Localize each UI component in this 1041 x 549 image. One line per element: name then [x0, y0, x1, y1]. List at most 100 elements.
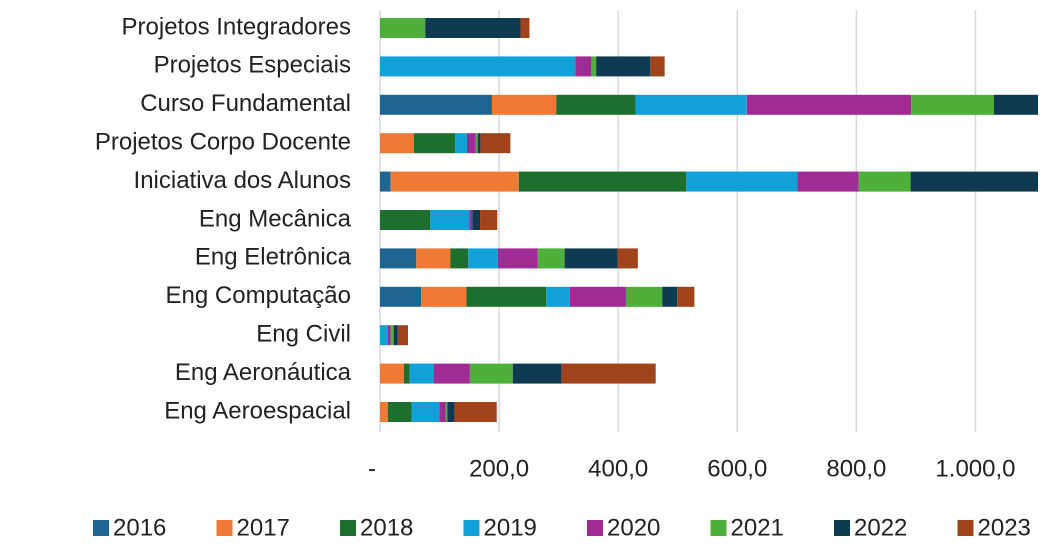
bar-segment [686, 171, 798, 192]
x-tick-label: 800,0 [826, 455, 886, 482]
bar-segment [564, 248, 618, 269]
bars [380, 18, 1038, 422]
bar-segment [468, 248, 498, 269]
bar-segment [472, 210, 481, 230]
bar-segment [380, 210, 431, 230]
bar-segment [380, 402, 388, 422]
bar-segment [421, 286, 467, 307]
bar-segment [450, 248, 469, 269]
bar-segment [477, 133, 481, 154]
bar-segment [380, 248, 417, 269]
x-tick-label: 400,0 [588, 455, 648, 482]
bar-segment [993, 94, 1038, 115]
bar-segment [447, 402, 455, 422]
bar-segment [556, 94, 636, 115]
bar-segment [397, 325, 408, 346]
legend-label: 2016 [113, 514, 166, 541]
bar-segment [617, 248, 638, 269]
bar-segment [466, 286, 547, 307]
category-label: Curso Fundamental [140, 90, 351, 117]
legend-swatch [93, 520, 109, 536]
category-label: Iniciativa dos Alunos [134, 167, 351, 194]
bar-segment [430, 210, 470, 230]
bar-segment [596, 56, 651, 77]
bar-segment [413, 133, 456, 154]
bar-segment [380, 363, 404, 384]
bar-segment [409, 363, 434, 384]
legend-label: 2018 [360, 514, 413, 541]
bar-segment [380, 133, 414, 154]
legend-swatch [216, 520, 233, 536]
legend-swatch [957, 520, 974, 536]
legend-swatch [710, 520, 727, 536]
legend-label: 2022 [854, 514, 907, 541]
legend-label: 2020 [607, 514, 660, 541]
bar-segment [380, 56, 576, 77]
bar-segment [380, 325, 388, 346]
bar-segment [469, 363, 513, 384]
bar-segment [445, 402, 448, 422]
bar-segment [380, 18, 426, 38]
bar-segment [475, 133, 478, 154]
category-label: Projetos Corpo Docente [95, 129, 351, 156]
bar-segment [455, 133, 467, 154]
bar-segment [569, 286, 626, 307]
bar-segment [411, 402, 440, 422]
category-label: Eng Mecânica [199, 205, 352, 232]
bar-segment [910, 171, 1038, 192]
category-label: Projetos Integradores [122, 13, 351, 40]
legend-label: 2021 [731, 514, 784, 541]
bar-segment [746, 94, 912, 115]
bar-segment [635, 94, 747, 115]
bar-segment [387, 402, 412, 422]
bar-segment [518, 171, 687, 192]
bar-segment [520, 18, 530, 38]
legend-label: 2017 [237, 514, 290, 541]
bar-segment [380, 286, 422, 307]
category-label: Eng Eletrônica [195, 244, 352, 271]
bar-segment [480, 210, 498, 230]
x-tick-label: 200,0 [469, 455, 529, 482]
bar-segment [387, 325, 391, 346]
category-label: Eng Civil [256, 321, 351, 348]
bar-segment [537, 248, 565, 269]
bar-segment [469, 210, 473, 230]
bar-segment [390, 325, 394, 346]
bar-segment [497, 248, 538, 269]
bar-segment [393, 325, 398, 346]
category-label: Eng Computação [166, 282, 351, 309]
bar-segment [546, 286, 570, 307]
bar-segment [591, 56, 597, 77]
bar-segment [858, 171, 911, 192]
category-label: Eng Aeroespacial [164, 397, 351, 424]
bar-segment [650, 56, 665, 77]
legend-swatch [463, 520, 480, 536]
bar-segment [403, 363, 410, 384]
grid [379, 10, 977, 432]
bar-segment [390, 171, 519, 192]
labels: - 200,0 400,0 600,0 800,0 1.000,0 Projetos Int… [93, 13, 1031, 541]
legend-label: 2019 [484, 514, 537, 541]
bar-segment [466, 133, 476, 154]
bar-segment [425, 18, 521, 38]
legend-swatch [340, 520, 356, 536]
x-tick-label: - [368, 455, 376, 482]
bar-segment [512, 363, 562, 384]
bar-segment [380, 94, 492, 115]
legend-label: 2023 [978, 514, 1031, 541]
bar-segment [677, 286, 695, 307]
legend-swatch [587, 520, 603, 536]
bar-segment [480, 133, 511, 154]
bar-segment [625, 286, 663, 307]
bar-segment [491, 94, 557, 115]
bar-segment [439, 402, 446, 422]
x-tick-label: 600,0 [707, 455, 767, 482]
bar-segment [797, 171, 859, 192]
bar-segment [662, 286, 678, 307]
bar-segment [380, 171, 391, 192]
bar-segment [911, 94, 994, 115]
bar-segment [454, 402, 497, 422]
category-label: Eng Aeronáutica [175, 359, 352, 386]
bar-segment [433, 363, 470, 384]
